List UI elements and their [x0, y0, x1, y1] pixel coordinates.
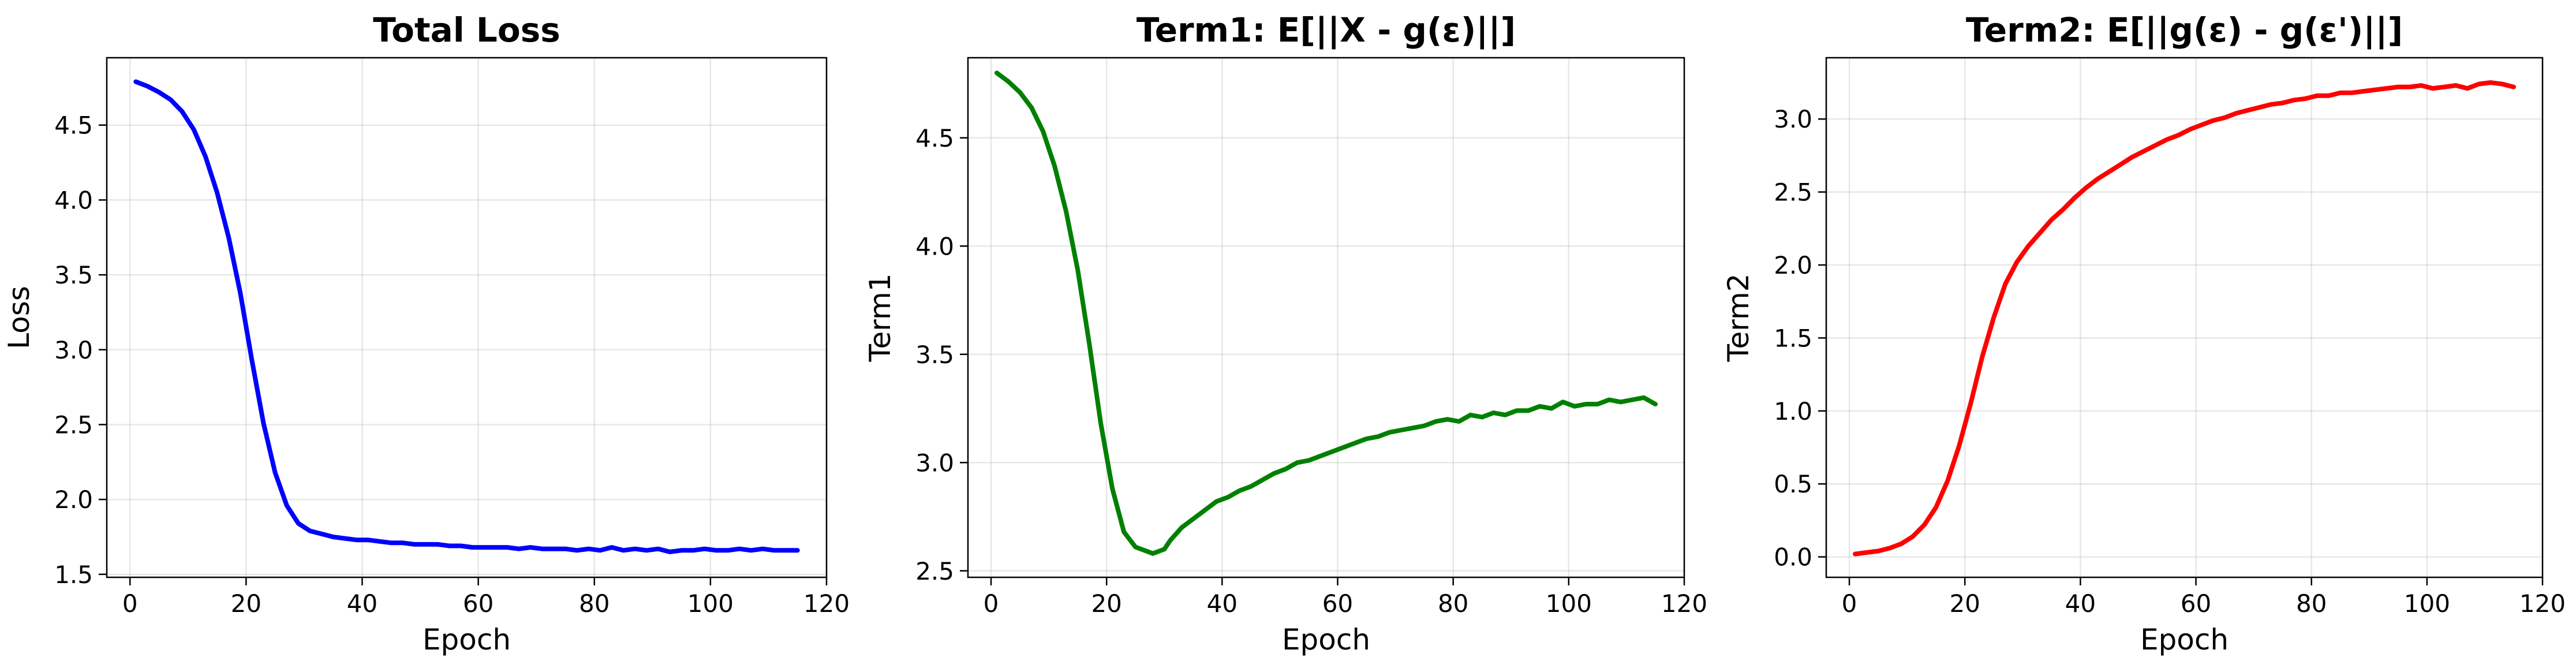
- y-tick-label: 4.5: [915, 124, 954, 152]
- y-axis-label: Term2: [1722, 273, 1755, 362]
- y-tick-label: 2.5: [1774, 178, 1812, 207]
- series-line-1: [1853, 80, 2516, 557]
- x-tick-label: 20: [1949, 589, 1980, 618]
- x-axis-label: Epoch: [423, 623, 511, 656]
- chart-panel-3: 0 20 40 60 80 100 120 0.0 0.5 1.0 1.5 2.0 2.5 3.0 Term…: [1722, 10, 2566, 656]
- x-tick-label: 20: [231, 589, 261, 618]
- x-axis-label: Epoch: [1282, 623, 1370, 656]
- x-tick-label: 60: [1322, 589, 1353, 618]
- axes-frame: [106, 57, 828, 578]
- x-tick-label: 40: [1207, 589, 1237, 618]
- x-tick-label: 60: [2181, 589, 2211, 618]
- y-tick-label: 1.5: [1774, 324, 1812, 352]
- chart-title: Term2: E[||g(ε) - g(ε')||]: [1966, 10, 2403, 50]
- chart-title: Term1: E[||X - g(ε)||]: [1136, 10, 1516, 50]
- x-tick-label: 120: [803, 589, 850, 618]
- axes-frame: [1825, 57, 2544, 578]
- y-tick-label: 1.5: [54, 561, 93, 589]
- x-tick-label: 40: [347, 589, 377, 618]
- y-axis-label: Loss: [2, 286, 36, 349]
- axes-frame: [967, 57, 1685, 578]
- x-tick-label: 0: [984, 589, 999, 618]
- y-tick-label: 3.5: [915, 341, 954, 369]
- y-tick-label: 2.5: [915, 557, 954, 585]
- y-tick-label: 2.0: [54, 486, 93, 514]
- series-line-1: [133, 79, 800, 554]
- x-tick-label: 120: [1661, 589, 1707, 618]
- x-tick-label: 0: [1842, 589, 1857, 618]
- y-tick-label: 4.0: [54, 186, 93, 214]
- x-tick-label: 100: [687, 589, 734, 618]
- y-tick-label: 2.5: [54, 410, 93, 439]
- y-tick-label: 1.0: [1774, 397, 1812, 425]
- series-line-1: [994, 70, 1658, 556]
- y-tick-label: 3.0: [915, 449, 954, 477]
- y-tick-label: 0.5: [1774, 470, 1812, 498]
- x-tick-label: 80: [2296, 589, 2327, 618]
- x-tick-label: 100: [1546, 589, 1592, 618]
- y-tick-label: 3.0: [1774, 105, 1812, 133]
- x-tick-label: 80: [1438, 589, 1468, 618]
- y-tick-label: 3.5: [54, 261, 93, 289]
- y-tick-label: 4.5: [54, 111, 93, 140]
- x-tick-label: 100: [2404, 589, 2450, 618]
- x-tick-label: 40: [2065, 589, 2096, 618]
- x-tick-label: 120: [2519, 589, 2566, 618]
- x-tick-label: 80: [579, 589, 610, 618]
- chart-panel-2: 0 20 40 60 80 100 120 2.5 3.0 3.5 4.0 4.5 Term1: E[|…: [863, 10, 1707, 656]
- y-tick-label: 4.0: [915, 232, 954, 260]
- y-tick-label: 2.0: [1774, 251, 1812, 279]
- x-tick-label: 60: [463, 589, 493, 618]
- y-tick-label: 0.0: [1774, 543, 1812, 572]
- x-tick-label: 20: [1091, 589, 1121, 618]
- y-axis-label: Term1: [863, 273, 897, 362]
- x-axis-label: Epoch: [2140, 623, 2229, 656]
- y-tick-label: 3.0: [54, 336, 93, 364]
- chart-panel-1: 0 20 40 60 80 100 120 1.5 2.0 2.5 3.0 3.5 4.0 4.5 Tota…: [2, 10, 850, 656]
- x-tick-label: 0: [122, 589, 138, 618]
- chart-title: Total Loss: [373, 10, 560, 50]
